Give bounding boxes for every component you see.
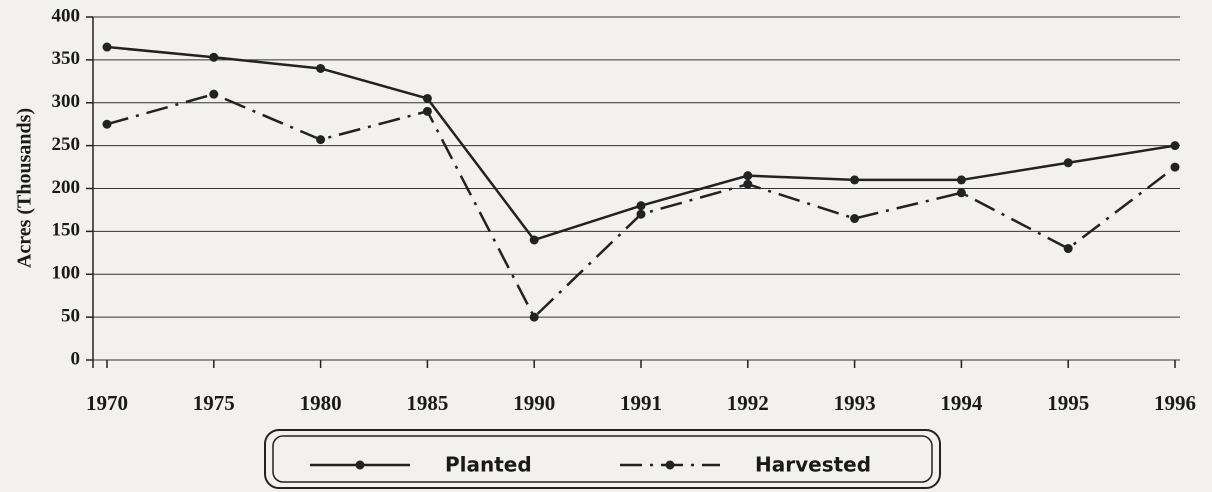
point bbox=[316, 63, 326, 73]
y-tick-label: 250 bbox=[52, 134, 81, 155]
x-tick-label: 1970 bbox=[86, 391, 128, 415]
point bbox=[850, 214, 860, 224]
y-tick-label: 300 bbox=[52, 91, 81, 112]
y-tick-label: 200 bbox=[52, 177, 81, 198]
point bbox=[316, 135, 326, 145]
point bbox=[422, 93, 432, 103]
point bbox=[850, 175, 860, 185]
legend-marker bbox=[665, 460, 675, 470]
legend-label: Planted bbox=[445, 453, 532, 477]
point bbox=[102, 42, 112, 52]
legend-box bbox=[264, 429, 941, 489]
point bbox=[1170, 162, 1180, 172]
y-tick-label: 350 bbox=[52, 48, 81, 69]
point bbox=[743, 179, 753, 189]
x-tick-label: 1993 bbox=[834, 391, 876, 415]
x-tick-label: 1996 bbox=[1154, 391, 1196, 415]
point bbox=[636, 209, 646, 219]
point bbox=[1063, 244, 1073, 254]
x-tick-label: 1995 bbox=[1047, 391, 1089, 415]
point bbox=[1170, 141, 1180, 151]
point bbox=[529, 312, 539, 322]
x-tick-label: 1975 bbox=[193, 391, 235, 415]
legend-marker bbox=[355, 460, 365, 470]
legend-label: Harvested bbox=[755, 453, 871, 477]
x-tick-label: 1992 bbox=[727, 391, 769, 415]
point bbox=[209, 52, 219, 62]
point bbox=[956, 175, 966, 185]
x-tick-label: 1990 bbox=[513, 391, 555, 415]
y-axis-label: Acres (Thousands) bbox=[14, 108, 36, 268]
y-tick-label: 150 bbox=[52, 220, 81, 241]
y-tick-label: 50 bbox=[61, 305, 80, 326]
point bbox=[636, 201, 646, 211]
point bbox=[956, 188, 966, 198]
point bbox=[209, 89, 219, 99]
point bbox=[1063, 158, 1073, 168]
x-tick-label: 1994 bbox=[940, 391, 983, 415]
point bbox=[102, 119, 112, 129]
x-tick-label: 1985 bbox=[406, 391, 448, 415]
x-tick-label: 1991 bbox=[620, 391, 662, 415]
point bbox=[743, 171, 753, 181]
y-tick-label: 100 bbox=[52, 263, 81, 284]
point bbox=[422, 106, 432, 116]
y-tick-label: 400 bbox=[52, 5, 81, 26]
x-tick-label: 1980 bbox=[300, 391, 342, 415]
y-tick-label: 0 bbox=[71, 348, 81, 369]
point bbox=[529, 235, 539, 245]
